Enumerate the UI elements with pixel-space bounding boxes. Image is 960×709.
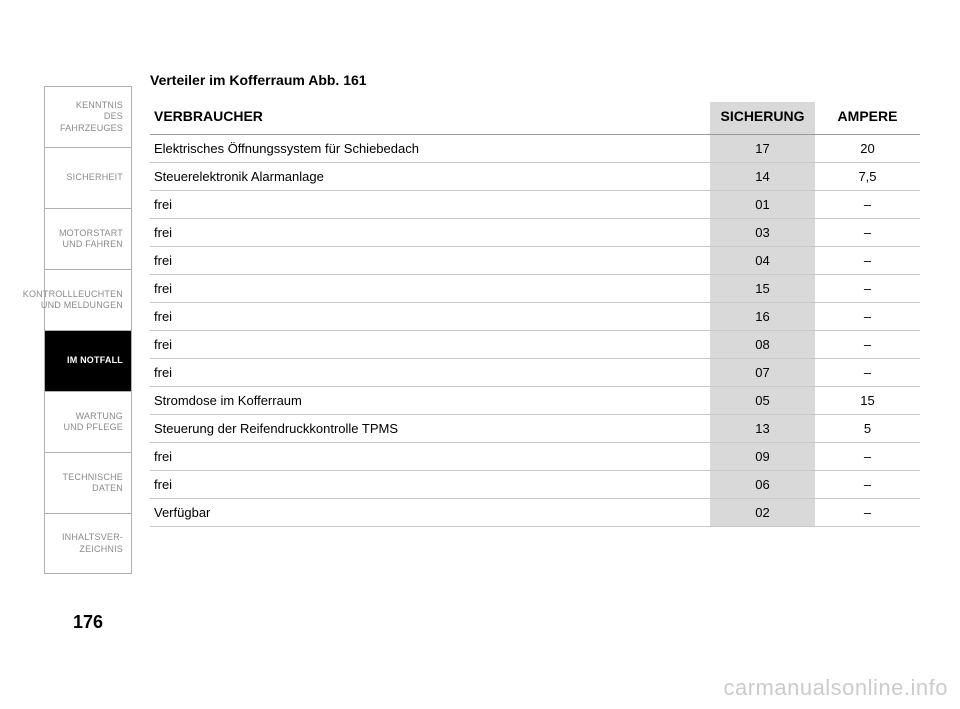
th-verbraucher: VERBRAUCHER — [150, 102, 710, 135]
table-row: frei03– — [150, 219, 920, 247]
cell-sicherung: 04 — [710, 247, 815, 275]
th-sicherung: SICHERUNG — [710, 102, 815, 135]
cell-ampere: – — [815, 303, 920, 331]
table-row: frei15– — [150, 275, 920, 303]
cell-ampere: – — [815, 247, 920, 275]
tab-wartung[interactable]: WARTUNG UND PFLEGE — [44, 391, 132, 452]
tab-label: UND MELDUNGEN — [23, 300, 123, 311]
cell-sicherung: 17 — [710, 135, 815, 163]
cell-ampere: – — [815, 471, 920, 499]
cell-sicherung: 15 — [710, 275, 815, 303]
cell-verbraucher: Steuerelektronik Alarmanlage — [150, 163, 710, 191]
cell-sicherung: 06 — [710, 471, 815, 499]
cell-verbraucher: frei — [150, 359, 710, 387]
table-row: Elektrisches Öffnungssystem für Schiebed… — [150, 135, 920, 163]
tab-label: ZEICHNIS — [62, 544, 123, 555]
watermark: carmanualsonline.info — [723, 675, 948, 701]
table-row: Steuerelektronik Alarmanlage147,5 — [150, 163, 920, 191]
tab-kontrollleuchten[interactable]: KONTROLLLEUCHTEN UND MELDUNGEN — [44, 269, 132, 330]
tab-kenntnis[interactable]: KENNTNIS DES FAHRZEUGES — [44, 86, 132, 147]
tab-motorstart[interactable]: MOTORSTART UND FAHREN — [44, 208, 132, 269]
cell-ampere: 7,5 — [815, 163, 920, 191]
cell-sicherung: 02 — [710, 499, 815, 527]
cell-verbraucher: frei — [150, 247, 710, 275]
th-ampere: AMPERE — [815, 102, 920, 135]
fuse-table: VERBRAUCHER SICHERUNG AMPERE Elektrische… — [150, 102, 920, 527]
cell-sicherung: 13 — [710, 415, 815, 443]
cell-verbraucher: frei — [150, 331, 710, 359]
cell-verbraucher: frei — [150, 275, 710, 303]
tab-label: DES FAHRZEUGES — [49, 111, 123, 134]
cell-ampere: – — [815, 275, 920, 303]
table-row: frei08– — [150, 331, 920, 359]
tab-technische-daten[interactable]: TECHNISCHE DATEN — [44, 452, 132, 513]
cell-ampere: – — [815, 219, 920, 247]
tab-label: IM NOTFALL — [67, 355, 123, 366]
tab-label: TECHNISCHE — [62, 472, 123, 483]
table-row: Verfügbar02– — [150, 499, 920, 527]
tab-label: UND PFLEGE — [63, 422, 123, 433]
cell-verbraucher: frei — [150, 303, 710, 331]
cell-ampere: – — [815, 443, 920, 471]
cell-sicherung: 07 — [710, 359, 815, 387]
cell-ampere: – — [815, 191, 920, 219]
cell-verbraucher: frei — [150, 219, 710, 247]
cell-verbraucher: Verfügbar — [150, 499, 710, 527]
cell-ampere: 15 — [815, 387, 920, 415]
table-row: frei09– — [150, 443, 920, 471]
page-number: 176 — [44, 612, 132, 633]
sidebar: KENNTNIS DES FAHRZEUGES SICHERHEIT MOTOR… — [44, 86, 132, 574]
cell-sicherung: 01 — [710, 191, 815, 219]
cell-sicherung: 14 — [710, 163, 815, 191]
cell-verbraucher: Elektrisches Öffnungssystem für Schiebed… — [150, 135, 710, 163]
table-row: frei16– — [150, 303, 920, 331]
cell-sicherung: 09 — [710, 443, 815, 471]
tab-label: KENNTNIS — [49, 100, 123, 111]
table-row: frei01– — [150, 191, 920, 219]
cell-ampere: 20 — [815, 135, 920, 163]
cell-verbraucher: frei — [150, 471, 710, 499]
cell-ampere: – — [815, 331, 920, 359]
tab-inhaltsverzeichnis[interactable]: INHALTSVER- ZEICHNIS — [44, 513, 132, 574]
tab-im-notfall[interactable]: IM NOTFALL — [44, 330, 132, 391]
section-title: Verteiler im Kofferraum Abb. 161 — [150, 72, 920, 88]
cell-sicherung: 05 — [710, 387, 815, 415]
cell-ampere: – — [815, 359, 920, 387]
cell-sicherung: 16 — [710, 303, 815, 331]
tab-sicherheit[interactable]: SICHERHEIT — [44, 147, 132, 208]
tab-label: UND FAHREN — [59, 239, 123, 250]
cell-verbraucher: Steuerung der Reifendruckkontrolle TPMS — [150, 415, 710, 443]
page: KENNTNIS DES FAHRZEUGES SICHERHEIT MOTOR… — [0, 0, 960, 709]
cell-verbraucher: frei — [150, 191, 710, 219]
tab-label: KONTROLLLEUCHTEN — [23, 289, 123, 300]
tab-label: WARTUNG — [63, 411, 123, 422]
cell-sicherung: 03 — [710, 219, 815, 247]
table-row: frei04– — [150, 247, 920, 275]
cell-ampere: 5 — [815, 415, 920, 443]
table-header-row: VERBRAUCHER SICHERUNG AMPERE — [150, 102, 920, 135]
content: Verteiler im Kofferraum Abb. 161 VERBRAU… — [150, 72, 920, 527]
tab-label: MOTORSTART — [59, 228, 123, 239]
table-row: frei07– — [150, 359, 920, 387]
tab-label: DATEN — [62, 483, 123, 494]
cell-verbraucher: Stromdose im Kofferraum — [150, 387, 710, 415]
cell-verbraucher: frei — [150, 443, 710, 471]
cell-sicherung: 08 — [710, 331, 815, 359]
tab-label: SICHERHEIT — [66, 172, 123, 183]
cell-ampere: – — [815, 499, 920, 527]
table-row: Steuerung der Reifendruckkontrolle TPMS1… — [150, 415, 920, 443]
table-row: frei06– — [150, 471, 920, 499]
tab-label: INHALTSVER- — [62, 532, 123, 543]
table-row: Stromdose im Kofferraum0515 — [150, 387, 920, 415]
